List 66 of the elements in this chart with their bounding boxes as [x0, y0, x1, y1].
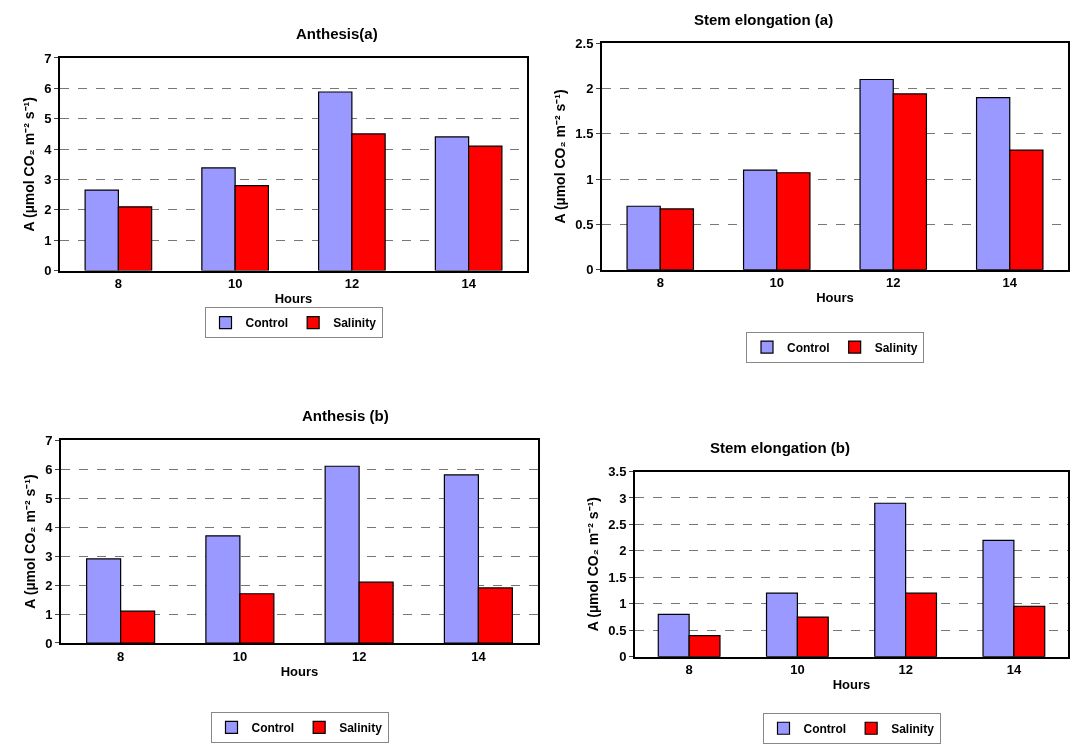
y-tick-label: 1.5 — [575, 126, 594, 142]
y-tick-label: 2 — [45, 577, 53, 593]
y-tick-label: 2 — [586, 81, 594, 97]
y-axis-title: A (µmol CO₂ m⁻² s⁻¹) — [22, 474, 39, 609]
y-tick-label: 6 — [45, 461, 53, 477]
y-tick-label: 4 — [45, 519, 54, 535]
y-tick-label: 0 — [45, 635, 53, 651]
x-tick-label: 12 — [898, 662, 913, 678]
x-tick-label: 12 — [351, 648, 367, 664]
chart-title: Anthesis(a) — [296, 25, 378, 42]
y-tick-label: 1 — [45, 606, 53, 622]
y-tick-label: 3 — [619, 490, 627, 506]
y-axis-title: A (µmol CO₂ m⁻² s⁻¹) — [585, 497, 602, 632]
y-tick-label: 0 — [44, 263, 52, 279]
legend-label: Control — [245, 316, 289, 331]
y-tick-label: 0 — [619, 649, 627, 665]
x-tick-label: 8 — [656, 275, 664, 291]
legend-label: Salinity — [339, 720, 383, 735]
y-tick-label: 2 — [619, 543, 627, 559]
y-tick-label: 3 — [45, 548, 53, 564]
legend-label: Control — [803, 721, 847, 736]
y-tick-label: 0.5 — [608, 622, 627, 638]
legend-label: Salinity — [874, 340, 918, 355]
y-tick-label: 5 — [44, 111, 52, 127]
x-tick-label: 8 — [117, 648, 125, 664]
y-tick-label: 2.5 — [608, 516, 627, 532]
legend-label: Salinity — [891, 721, 935, 736]
y-tick-label: 3.5 — [608, 464, 627, 480]
legend-label: Control — [787, 340, 830, 355]
chart-title: Stem elongation (b) — [710, 439, 850, 456]
x-tick-label: 10 — [227, 276, 243, 292]
legend-label: Control — [251, 720, 295, 735]
chart-title: Anthesis (b) — [302, 407, 389, 424]
x-axis-title: Hours — [832, 677, 871, 693]
y-tick-label: 7 — [44, 50, 52, 66]
x-tick-label: 14 — [461, 276, 477, 292]
y-axis-title: A (µmol CO₂ m⁻² s⁻¹) — [552, 89, 569, 224]
x-tick-label: 8 — [114, 276, 122, 292]
legend-label: Salinity — [333, 316, 377, 331]
chart-title: Stem elongation (a) — [694, 11, 834, 28]
y-tick-label: 2.5 — [575, 35, 594, 51]
x-tick-label: 14 — [471, 648, 487, 664]
y-tick-label: 1.5 — [608, 569, 627, 585]
y-tick-label: 6 — [44, 80, 52, 96]
y-tick-label: 4 — [44, 141, 53, 157]
x-tick-label: 10 — [232, 648, 248, 664]
x-tick-label: 10 — [769, 275, 784, 291]
y-axis-title: A (µmol CO₂ m⁻² s⁻¹) — [21, 97, 38, 232]
y-tick-label: 3 — [44, 172, 52, 188]
x-tick-label: 14 — [1006, 662, 1022, 678]
x-tick-label: 8 — [685, 662, 693, 678]
y-tick-label: 5 — [45, 490, 53, 506]
y-tick-label: 0.5 — [575, 216, 594, 232]
y-tick-label: 0 — [586, 262, 594, 278]
y-tick-label: 1 — [44, 232, 52, 248]
x-tick-label: 12 — [344, 276, 360, 292]
y-tick-label: 7 — [45, 432, 53, 448]
x-axis-title: Hours — [274, 291, 313, 307]
x-tick-label: 14 — [1002, 275, 1018, 291]
x-tick-label: 10 — [790, 662, 805, 678]
x-tick-label: 12 — [886, 275, 901, 291]
y-tick-label: 1 — [619, 596, 627, 612]
y-tick-label: 1 — [586, 171, 594, 187]
y-tick-label: 2 — [44, 202, 52, 218]
x-axis-title: Hours — [816, 290, 854, 306]
x-axis-title: Hours — [280, 663, 319, 679]
